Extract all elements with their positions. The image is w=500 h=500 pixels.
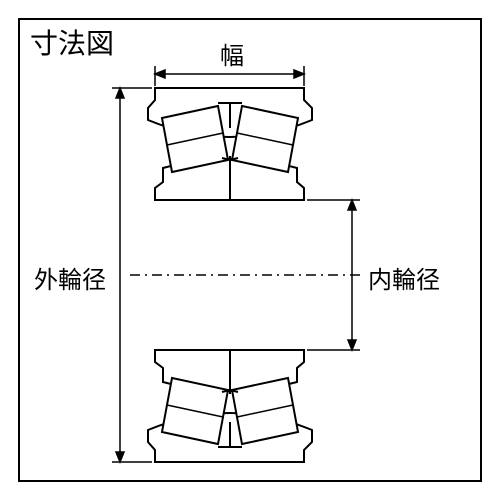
roller-upper-right xyxy=(232,106,298,172)
bearing-drawing xyxy=(0,0,500,500)
outer-diameter-label: 外輪径 xyxy=(34,260,106,295)
roller-upper-left xyxy=(162,106,228,172)
width-label: 幅 xyxy=(220,36,244,71)
roller-lower-left xyxy=(162,378,228,444)
inner-diameter-label: 内輪径 xyxy=(368,260,440,295)
roller-lower-right xyxy=(232,378,298,444)
diagram-container: 寸法図 xyxy=(0,0,500,500)
